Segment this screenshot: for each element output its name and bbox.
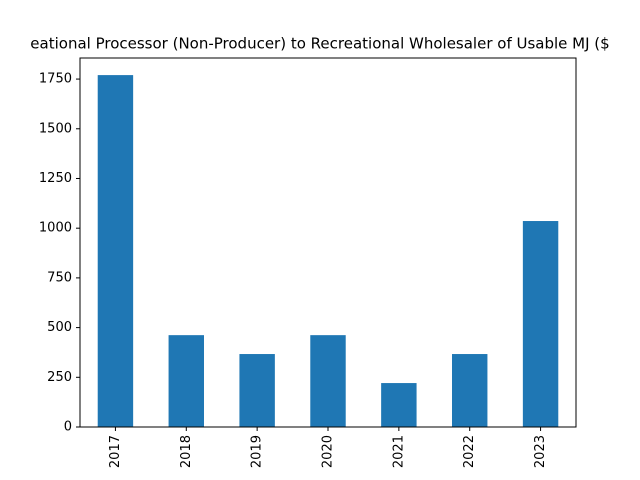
x-tick-label: 2018 (179, 435, 194, 468)
bar (522, 221, 559, 427)
y-tick-label: 1000 (39, 221, 72, 236)
bar (97, 75, 134, 428)
x-tick-label: 2023 (533, 435, 548, 468)
y-tick-label: 1500 (39, 121, 72, 136)
y-tick-label: 1250 (39, 171, 72, 186)
y-tick-label: 1750 (39, 72, 72, 87)
x-tick-label: 2020 (321, 435, 336, 468)
y-tick-label: 500 (47, 320, 72, 335)
x-tick-label: 2022 (462, 435, 477, 468)
bar (310, 335, 346, 427)
y-tick-label: 0 (64, 420, 72, 435)
chart-title: eational Processor (Non-Producer) to Rec… (30, 35, 609, 53)
plot-frame (79, 57, 577, 428)
x-tick-label: 2021 (391, 435, 406, 468)
y-tick-label: 250 (47, 370, 72, 385)
x-tick-label: 2017 (108, 435, 123, 468)
bar (239, 354, 275, 427)
y-tick-label: 750 (47, 270, 72, 285)
bar (452, 354, 488, 427)
bar (381, 383, 417, 427)
bar (168, 335, 204, 427)
x-tick-label: 2019 (250, 435, 265, 468)
